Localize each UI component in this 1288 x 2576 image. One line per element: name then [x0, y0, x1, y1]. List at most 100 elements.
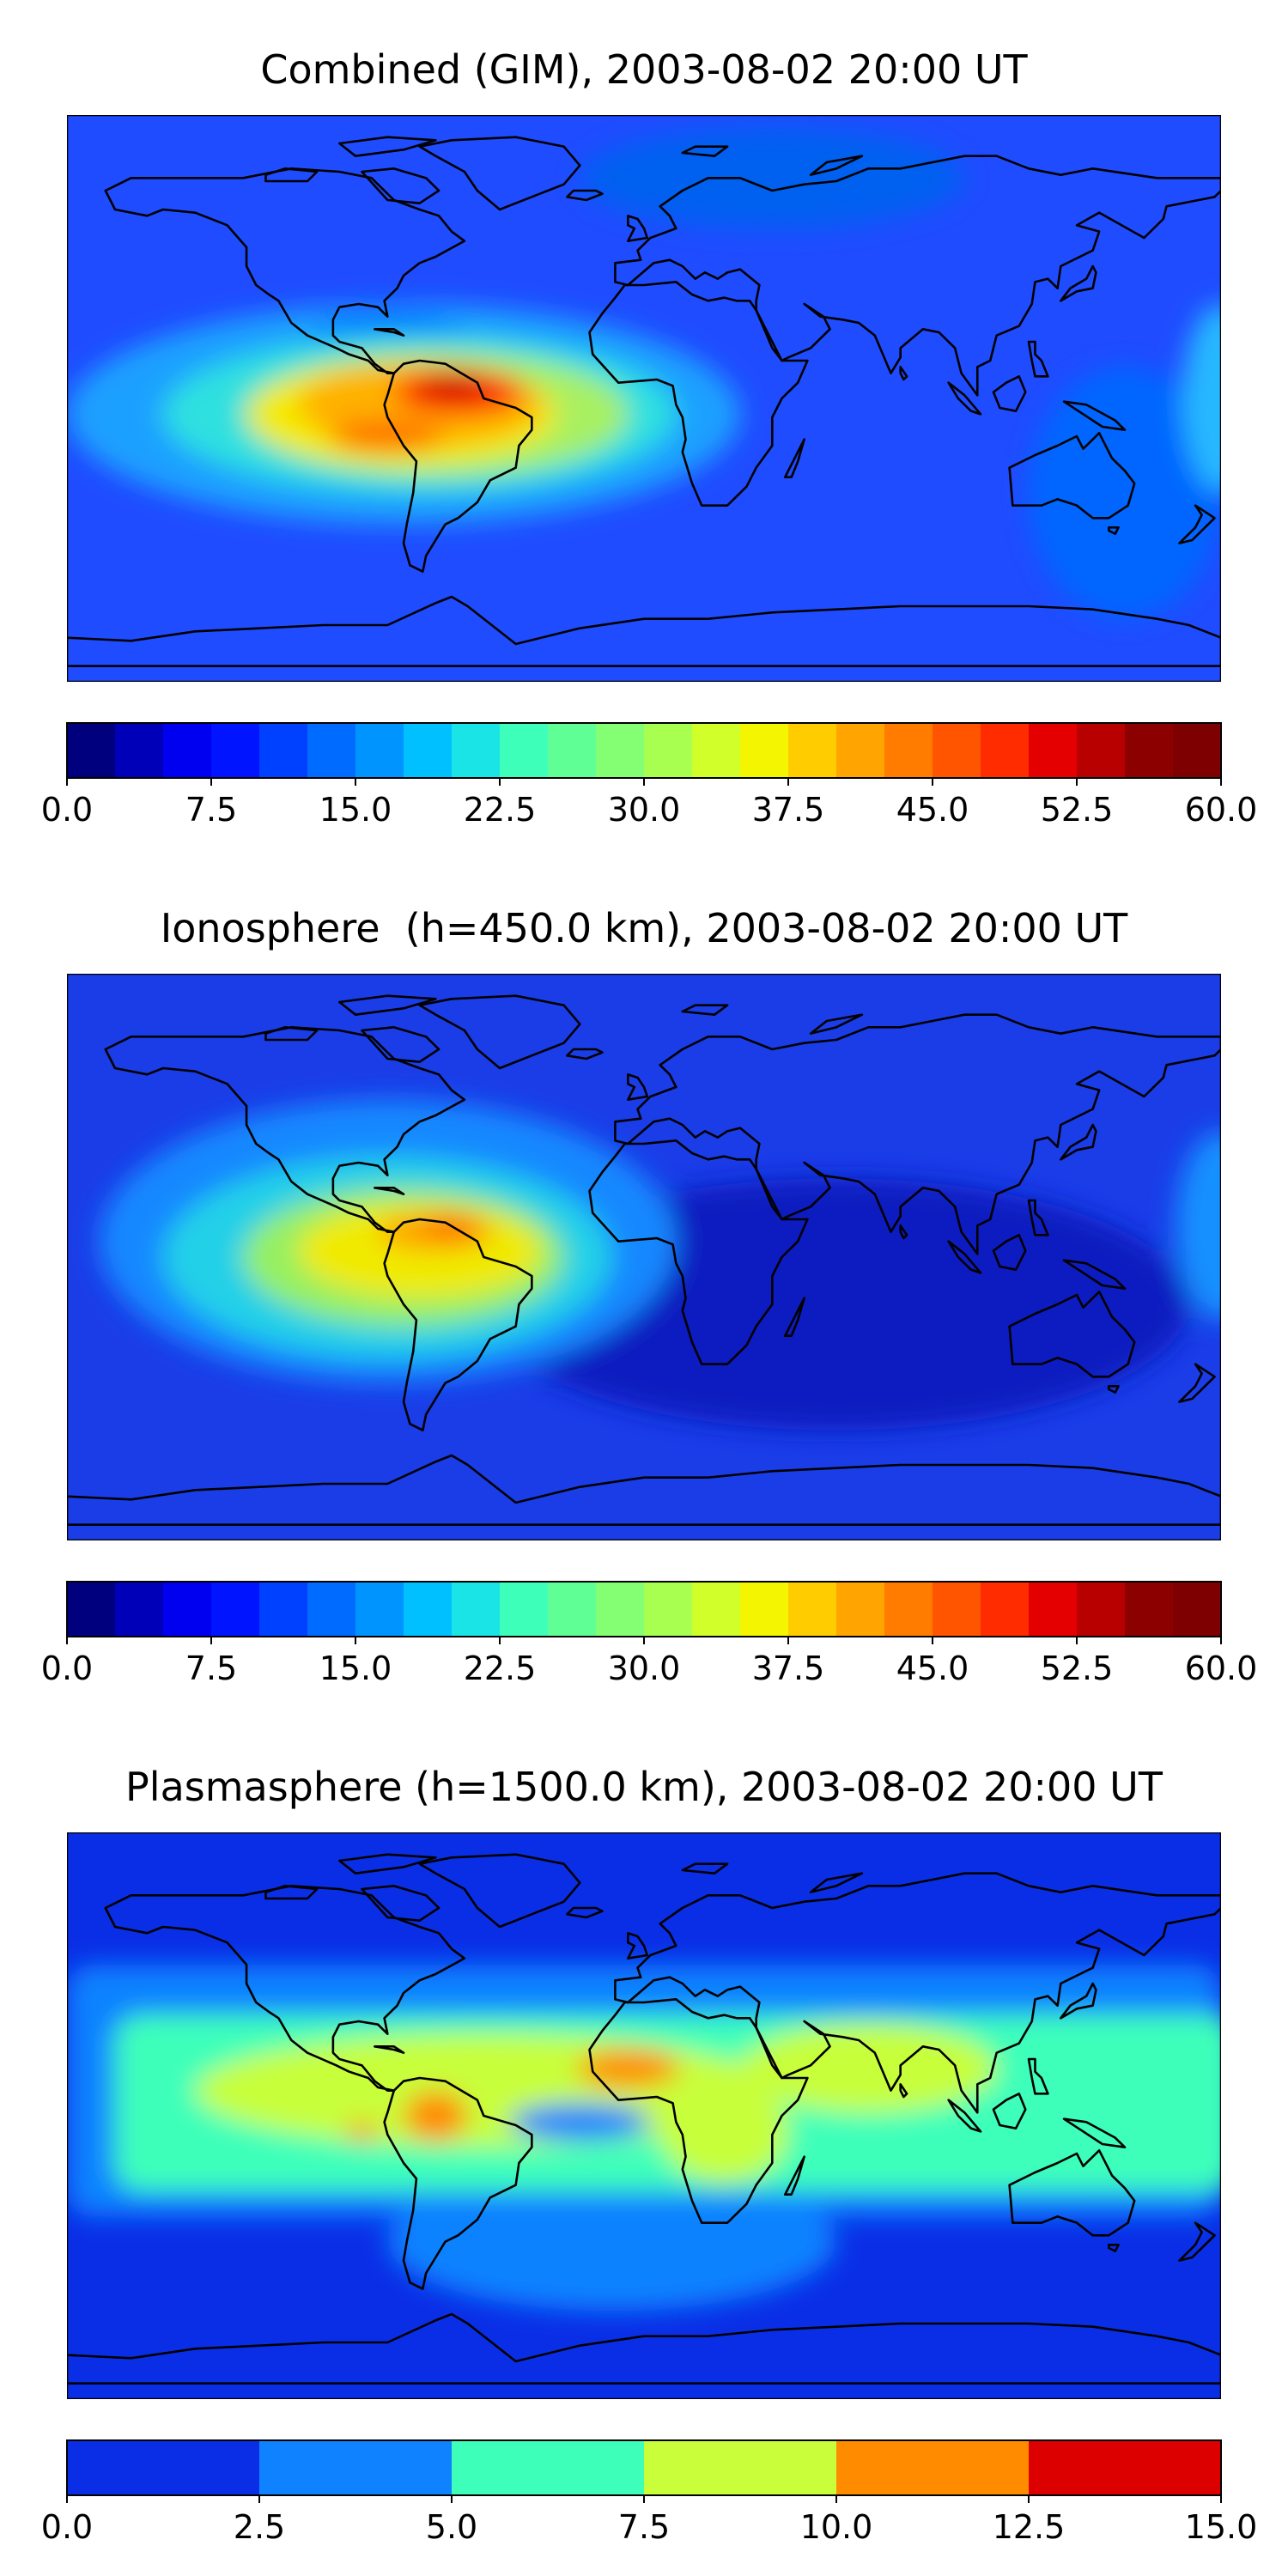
coastline-greenland — [420, 137, 580, 210]
colorbar-segment — [836, 2440, 1030, 2495]
coastline-antarctica — [67, 1455, 1221, 1525]
plasmasphere-panel-title: Plasmasphere (h=1500.0 km), 2003-08-02 2… — [125, 1764, 1163, 1810]
colorbar-segment — [1173, 1582, 1222, 1637]
coastline-great-britain — [628, 1933, 647, 1958]
coastline-ellesmere-island — [339, 137, 435, 156]
colorbar-segment — [452, 1582, 501, 1637]
tec-contour-region — [419, 373, 484, 398]
coastline-svalbard — [683, 147, 727, 156]
colorbar-segment — [884, 1582, 933, 1637]
coastline-ellesmere-island — [339, 996, 435, 1015]
coastline-afro-eurasia — [590, 1140, 808, 1364]
colorbar-segment — [836, 723, 885, 778]
colorbar-tick-label: 45.0 — [896, 1649, 969, 1687]
coastline-baffin-island — [361, 168, 439, 203]
coastline-tasmania — [1109, 527, 1118, 533]
colorbar-segment — [404, 723, 453, 778]
colorbar-segment — [981, 1582, 1030, 1637]
coastline-baffin-island — [361, 1027, 439, 1061]
colorbar-segment — [740, 1582, 789, 1637]
colorbar-segment — [692, 1582, 741, 1637]
coastline-victoria-island — [265, 1886, 317, 1899]
tec-contour-region — [1029, 367, 1221, 619]
tec-contour-region — [404, 2090, 468, 2142]
tec-contour-region — [387, 2172, 836, 2312]
coastline-borneo — [993, 1235, 1025, 1269]
tec-contour-field — [67, 127, 1221, 619]
colorbar-segment — [163, 723, 212, 778]
colorbar-segment — [884, 723, 933, 778]
tec-contour-region — [345, 2122, 379, 2142]
colorbar-segment — [1029, 1582, 1078, 1637]
colorbar-tick-label: 22.5 — [464, 791, 537, 829]
colorbar-tick-label: 37.5 — [752, 1649, 825, 1687]
plasmasphere-panel: Plasmasphere (h=1500.0 km), 2003-08-02 2… — [0, 1717, 1288, 2576]
tec-contour-region — [1182, 304, 1221, 493]
colorbar-segment — [596, 1582, 645, 1637]
tec-contour-region — [1176, 1131, 1221, 1321]
coastline-south-america — [385, 361, 532, 572]
coastline-australia — [1010, 2150, 1135, 2235]
coastline-victoria-island — [265, 1027, 317, 1040]
coastline-north-america — [106, 168, 465, 373]
coastline-tasmania — [1109, 2245, 1118, 2251]
colorbar-tick-label: 12.5 — [993, 2508, 1066, 2546]
coastline-sumatra — [949, 1242, 981, 1273]
colorbar-segment — [1125, 723, 1174, 778]
colorbar-segment — [307, 723, 356, 778]
coastline-great-britain — [628, 216, 647, 240]
colorbar-segment — [452, 723, 501, 778]
coastline-philippines — [1029, 1200, 1048, 1235]
colorbar-segment — [355, 1582, 404, 1637]
coastline-novaya-zemlya — [811, 1015, 862, 1034]
colorbar-segment — [596, 723, 645, 778]
coastlines — [67, 137, 1221, 666]
coastline-great-britain — [628, 1074, 647, 1099]
colorbar-segment — [644, 1582, 693, 1637]
colorbar-tick-label: 30.0 — [608, 791, 681, 829]
colorbar-segment — [933, 723, 981, 778]
coastline-philippines — [1029, 342, 1048, 376]
ionosphere-tec-map — [67, 974, 1221, 1540]
tec-contour-region — [576, 2050, 680, 2087]
colorbar-segment — [404, 1582, 453, 1637]
coastline-sri-lanka — [901, 2084, 907, 2097]
coastline-tasmania — [1109, 1386, 1118, 1392]
colorbar-tick-label: 5.0 — [426, 2508, 477, 2546]
colorbar-tick-label: 0.0 — [41, 1649, 93, 1687]
colorbar-segment — [500, 1582, 549, 1637]
colorbar-tick-label: 52.5 — [1041, 791, 1114, 829]
coastline-novaya-zemlya — [811, 1874, 862, 1893]
colorbar-tick-label: 7.5 — [185, 791, 237, 829]
coastline-japan — [1060, 266, 1096, 301]
ionosphere-panel-title: Ionosphere (h=450.0 km), 2003-08-02 20:0… — [160, 905, 1128, 951]
colorbar-segment — [452, 2440, 645, 2495]
tec-contour-region — [659, 2081, 788, 2182]
combined-tec-map — [67, 115, 1221, 682]
coastline-north-america — [106, 1027, 465, 1231]
combined-panel-title: Combined (GIM), 2003-08-02 20:00 UT — [260, 46, 1028, 93]
coastline-new-zealand — [1179, 2223, 1214, 2261]
colorbar-segment — [307, 1582, 356, 1637]
coastline-new-zealand — [1179, 1364, 1214, 1402]
coastline-new-guinea — [1064, 1261, 1125, 1289]
combined-panel: Combined (GIM), 2003-08-02 20:00 UT 0.0 7… — [0, 0, 1288, 859]
colorbar-segment — [981, 723, 1030, 778]
coastlines — [67, 1855, 1221, 2384]
colorbar-segment — [788, 1582, 837, 1637]
colorbar-segment — [1077, 1582, 1126, 1637]
colorbar-segment — [1029, 723, 1078, 778]
coastline-borneo — [993, 2093, 1025, 2128]
colorbar-tick-label: 2.5 — [234, 2508, 285, 2546]
colorbar-segment — [67, 1582, 116, 1637]
coastline-australia — [1010, 433, 1135, 518]
coastline-afro-eurasia — [590, 1999, 808, 2222]
colorbar-segment — [836, 1582, 885, 1637]
colorbar-tick-label: 45.0 — [896, 791, 969, 829]
coastline-japan — [1060, 1125, 1096, 1159]
coastline-philippines — [1029, 2059, 1048, 2093]
coastline-eurasia — [615, 1874, 1221, 2113]
plasmasphere-tec-map — [67, 1832, 1221, 2399]
colorbar-segment — [1029, 2440, 1222, 2495]
coastline-cuba — [374, 2046, 404, 2052]
